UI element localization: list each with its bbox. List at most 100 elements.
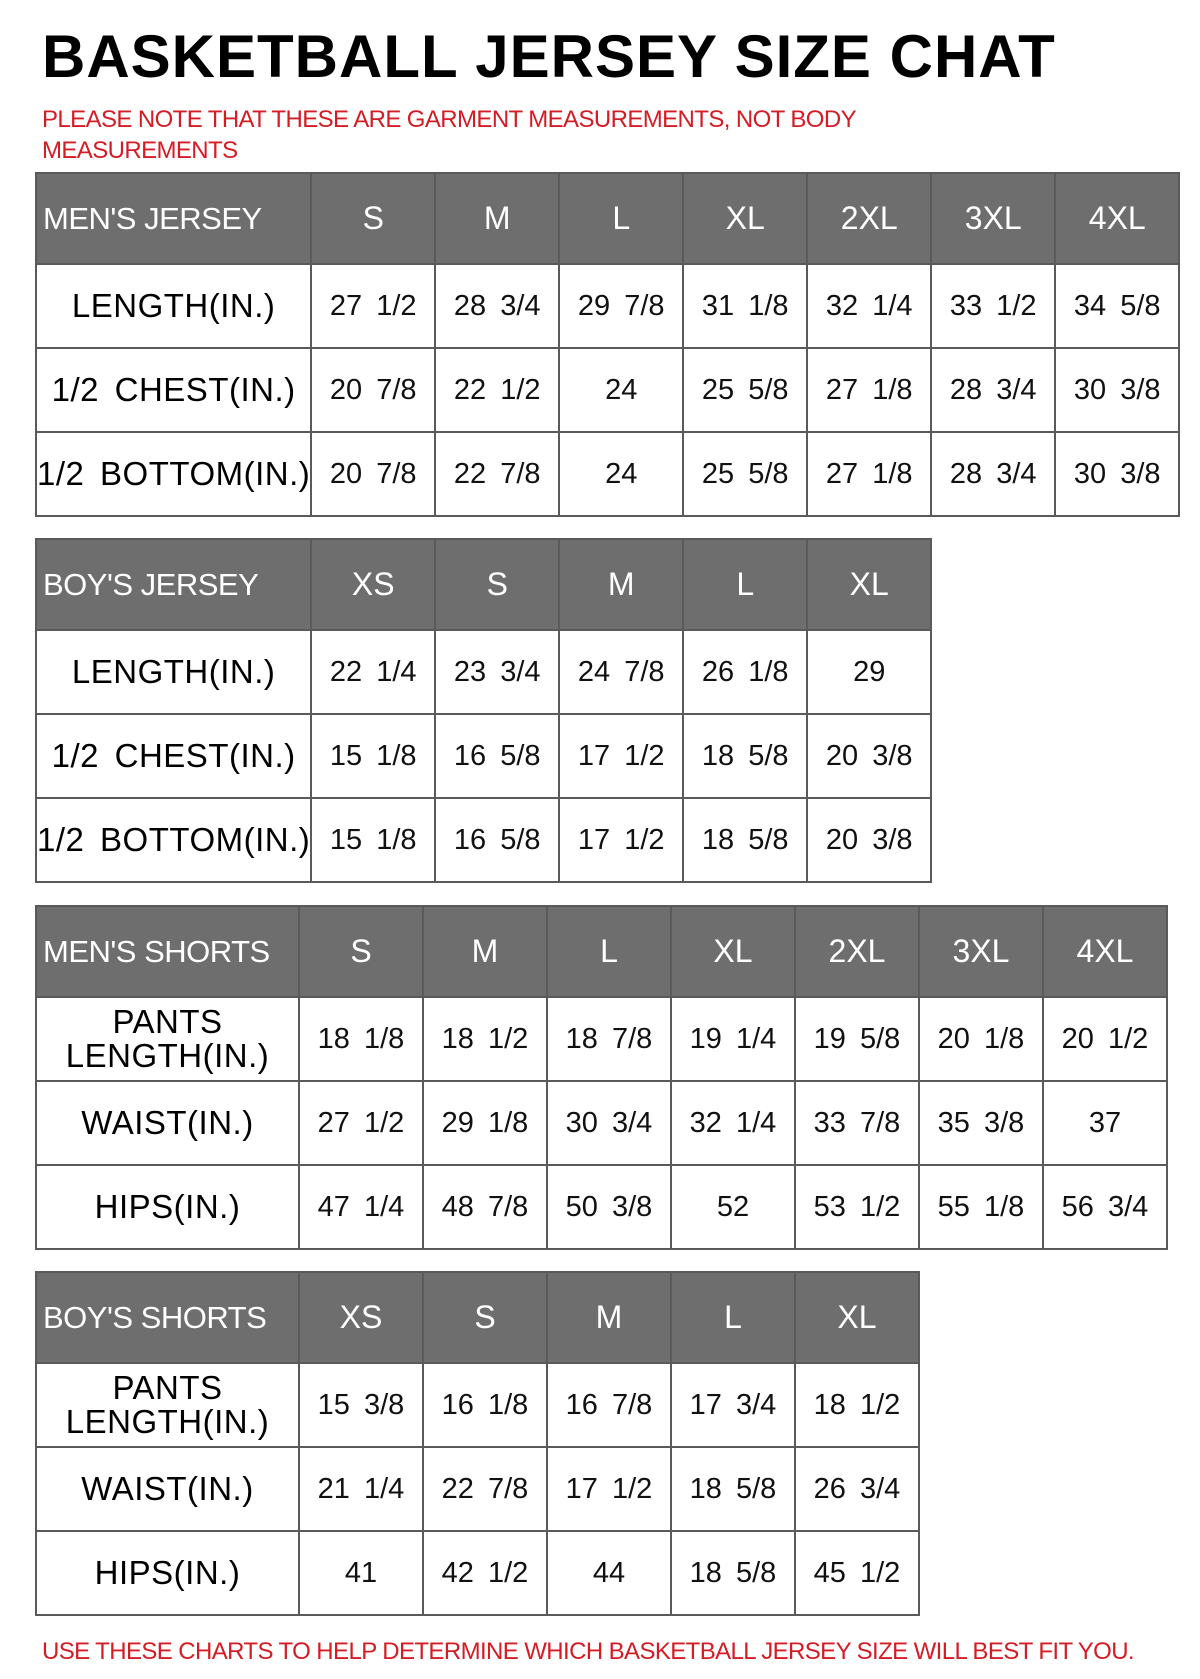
measurement-cell: 17 1/2 xyxy=(558,797,685,883)
measurement-cell: 24 xyxy=(558,431,685,517)
size-header: 4XL xyxy=(1054,172,1181,265)
size-table-boy-s-shorts: BOY'S SHORTS XS S M L XL PANTS LENGTH(IN.) 15 3… xyxy=(35,1271,920,1616)
size-header: XL xyxy=(670,905,796,998)
size-header: L xyxy=(670,1271,796,1364)
garment-note: PLEASE NOTE THAT THESE ARE GARMENT MEASU… xyxy=(42,106,856,164)
size-header: S xyxy=(310,172,437,265)
measurement-cell: 27 1/2 xyxy=(298,1080,424,1166)
measurement-cell: 18 5/8 xyxy=(682,713,809,799)
measurement-cell: 20 7/8 xyxy=(310,431,437,517)
size-header: M xyxy=(422,905,548,998)
measurement-cell: 33 1/2 xyxy=(930,263,1057,349)
measurement-cell: 20 3/8 xyxy=(806,713,933,799)
measurement-cell: 22 1/4 xyxy=(310,629,437,715)
row-label: LENGTH(IN.) xyxy=(34,263,313,349)
measurement-cell: 28 3/4 xyxy=(930,431,1057,517)
measurement-cell: 16 5/8 xyxy=(434,797,561,883)
measurement-cell: 30 3/8 xyxy=(1054,431,1181,517)
measurement-cell: 47 1/4 xyxy=(298,1164,424,1250)
table-row: PANTS LENGTH(IN.) 15 3/8 16 1/8 16 7/8 17 3/… xyxy=(35,1362,920,1448)
size-header: XS xyxy=(298,1271,424,1364)
measurement-cell: 26 3/4 xyxy=(794,1446,920,1532)
measurement-cell: 55 1/8 xyxy=(918,1164,1044,1250)
measurement-cell: 20 7/8 xyxy=(310,347,437,433)
row-label: 1/2 BOTTOM(IN.) xyxy=(34,431,313,517)
measurement-cell: 29 1/8 xyxy=(422,1080,548,1166)
row-label: 1/2 BOTTOM(IN.) xyxy=(34,797,313,883)
measurement-cell: 26 1/8 xyxy=(682,629,809,715)
measurement-cell: 23 3/4 xyxy=(434,629,561,715)
measurement-cell: 35 3/8 xyxy=(918,1080,1044,1166)
measurement-cell: 32 1/4 xyxy=(806,263,933,349)
measurement-cell: 15 1/8 xyxy=(310,797,437,883)
size-header: M xyxy=(434,172,561,265)
size-header: 2XL xyxy=(806,172,933,265)
header-row: BOY'S JERSEY XS S M L XL xyxy=(34,538,933,631)
table-row: 1/2 BOTTOM(IN.) 15 1/8 16 5/8 17 1/2 18 5/8 2… xyxy=(34,797,933,883)
table-row: WAIST(IN.) 21 1/4 22 7/8 17 1/2 18 5/8 26 3/4 xyxy=(35,1446,920,1532)
header-row: MEN'S SHORTS S M L XL 2XL 3XL 4XL xyxy=(35,905,1168,998)
table-row: LENGTH(IN.) 22 1/4 23 3/4 24 7/8 26 1/8 29 xyxy=(34,629,933,715)
measurement-cell: 18 1/2 xyxy=(794,1362,920,1448)
size-header: XL xyxy=(806,538,933,631)
table-title: BOY'S JERSEY xyxy=(34,538,313,631)
measurement-cell: 45 1/2 xyxy=(794,1530,920,1616)
measurement-cell: 27 1/2 xyxy=(310,263,437,349)
measurement-cell: 41 xyxy=(298,1530,424,1616)
measurement-cell: 24 xyxy=(558,347,685,433)
measurement-cell: 16 5/8 xyxy=(434,713,561,799)
measurement-cell: 21 1/4 xyxy=(298,1446,424,1532)
measurement-cell: 32 1/4 xyxy=(670,1080,796,1166)
table-title: MEN'S SHORTS xyxy=(35,905,300,998)
size-header: 3XL xyxy=(930,172,1057,265)
table-title: BOY'S SHORTS xyxy=(35,1271,300,1364)
measurement-cell: 22 7/8 xyxy=(434,431,561,517)
footer-note: USE THESE CHARTS TO HELP DETERMINE WHICH… xyxy=(42,1638,1135,1665)
measurement-cell: 27 1/8 xyxy=(806,431,933,517)
size-header: 2XL xyxy=(794,905,920,998)
table-row: HIPS(IN.) 47 1/4 48 7/8 50 3/8 52 53 1/2 55 1/… xyxy=(35,1164,1168,1250)
row-label: HIPS(IN.) xyxy=(35,1164,300,1250)
measurement-cell: 16 7/8 xyxy=(546,1362,672,1448)
measurement-cell: 17 1/2 xyxy=(546,1446,672,1532)
measurement-cell: 56 3/4 xyxy=(1042,1164,1168,1250)
measurement-cell: 29 7/8 xyxy=(558,263,685,349)
header-row: MEN'S JERSEY S M L XL 2XL 3XL 4XL xyxy=(34,172,1181,265)
measurement-cell: 18 5/8 xyxy=(670,1446,796,1532)
size-table-men-s-jersey: MEN'S JERSEY S M L XL 2XL 3XL 4XL LENGTH(IN.) 27 … xyxy=(34,172,1181,517)
measurement-cell: 25 5/8 xyxy=(682,347,809,433)
measurement-cell: 28 3/4 xyxy=(434,263,561,349)
row-label: PANTS LENGTH(IN.) xyxy=(35,1362,300,1448)
measurement-cell: 52 xyxy=(670,1164,796,1250)
size-header: L xyxy=(546,905,672,998)
table-row: 1/2 CHEST(IN.) 20 7/8 22 1/2 24 25 5/8 27 1/8… xyxy=(34,347,1181,433)
measurement-cell: 29 xyxy=(806,629,933,715)
measurement-cell: 15 3/8 xyxy=(298,1362,424,1448)
measurement-cell: 30 3/4 xyxy=(546,1080,672,1166)
measurement-cell: 15 1/8 xyxy=(310,713,437,799)
measurement-cell: 24 7/8 xyxy=(558,629,685,715)
measurement-cell: 28 3/4 xyxy=(930,347,1057,433)
size-header: XL xyxy=(682,172,809,265)
size-header: XL xyxy=(794,1271,920,1364)
table-title: MEN'S JERSEY xyxy=(34,172,313,265)
table-row: PANTS LENGTH(IN.) 18 1/8 18 1/2 18 7/8 19 1/… xyxy=(35,996,1168,1082)
measurement-cell: 18 5/8 xyxy=(670,1530,796,1616)
row-label: 1/2 CHEST(IN.) xyxy=(34,713,313,799)
size-header: L xyxy=(682,538,809,631)
header-row: BOY'S SHORTS XS S M L XL xyxy=(35,1271,920,1364)
page-title: BASKETBALL JERSEY SIZE CHAT xyxy=(42,23,1056,90)
measurement-cell: 20 3/8 xyxy=(806,797,933,883)
row-label: PANTS LENGTH(IN.) xyxy=(35,996,300,1082)
measurement-cell: 20 1/2 xyxy=(1042,996,1168,1082)
row-label: WAIST(IN.) xyxy=(35,1446,300,1532)
measurement-cell: 37 xyxy=(1042,1080,1168,1166)
row-label: LENGTH(IN.) xyxy=(34,629,313,715)
measurement-cell: 16 1/8 xyxy=(422,1362,548,1448)
measurement-cell: 42 1/2 xyxy=(422,1530,548,1616)
measurement-cell: 50 3/8 xyxy=(546,1164,672,1250)
size-header: S xyxy=(298,905,424,998)
measurement-cell: 22 1/2 xyxy=(434,347,561,433)
size-header: L xyxy=(558,172,685,265)
measurement-cell: 18 7/8 xyxy=(546,996,672,1082)
